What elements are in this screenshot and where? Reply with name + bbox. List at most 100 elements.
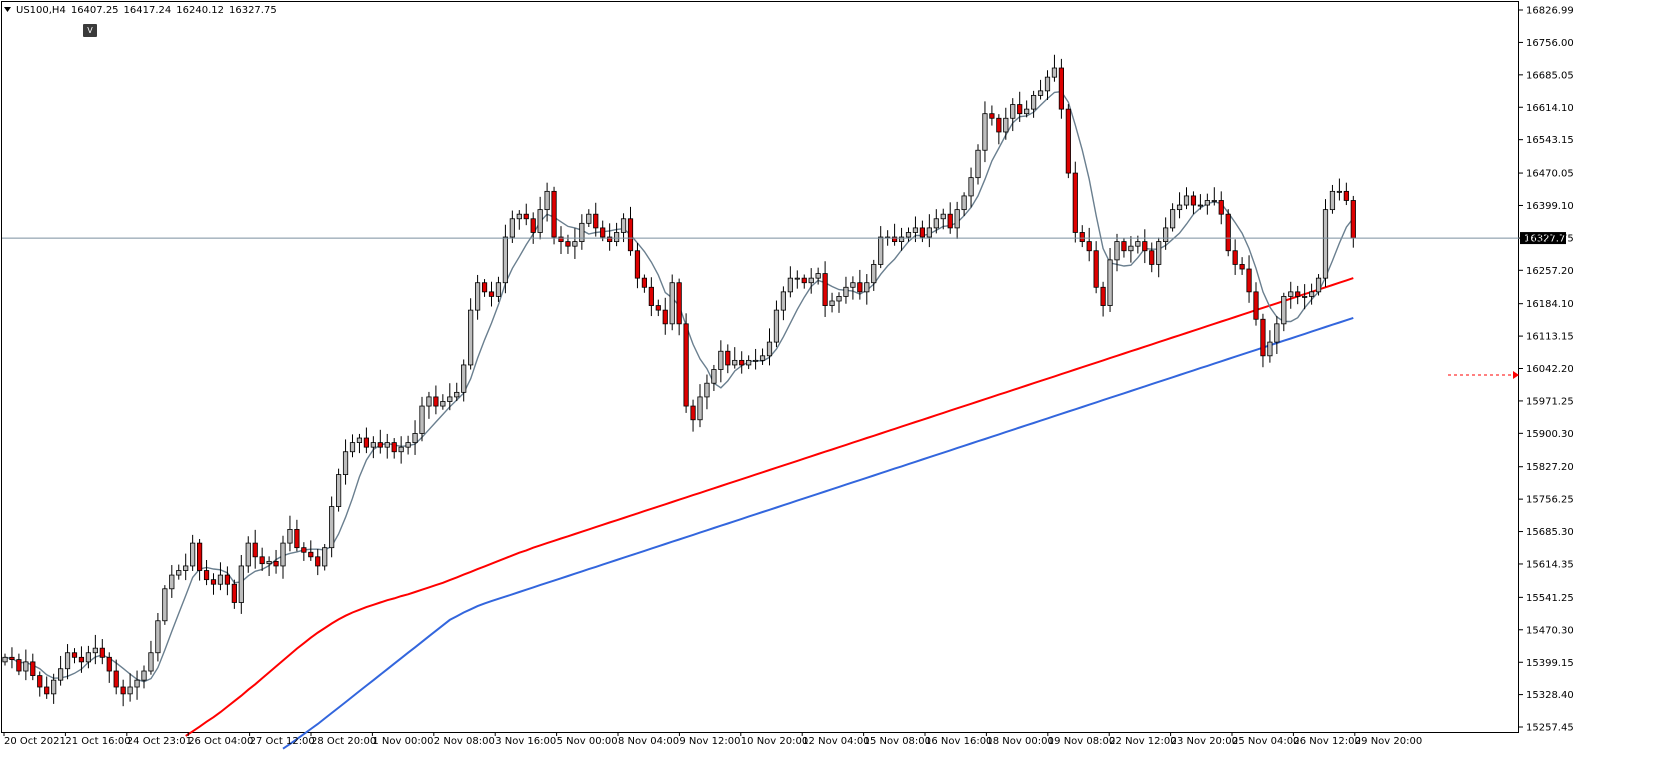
candle-bear [739, 359, 745, 366]
candle-bear [196, 542, 203, 571]
x-tick-label: 20 Oct 2021 [4, 736, 66, 747]
y-tick-label: 15328.40 [1526, 690, 1574, 701]
x-tick-label: 25 Nov 04:00 [1232, 736, 1299, 747]
candle-bull [982, 113, 988, 151]
candle-bull [58, 668, 64, 681]
candle-bull [829, 300, 835, 306]
candle-bull [1302, 296, 1308, 298]
candle-bull [426, 396, 432, 407]
candle-bear [1253, 291, 1259, 320]
candle-bull [905, 232, 912, 238]
candle-bear [71, 652, 78, 658]
candle-bear [655, 305, 661, 311]
v-badge-button[interactable]: V [83, 24, 97, 37]
candle-bull [732, 359, 738, 366]
candle-bull [933, 218, 939, 229]
candle-bear [224, 574, 230, 585]
candle-bear [1121, 241, 1127, 252]
dropdown-triangle-icon[interactable] [4, 7, 11, 12]
x-tick-label: 8 Nov 04:00 [618, 736, 679, 747]
candle-bear [725, 350, 731, 366]
candle-bull [1288, 291, 1294, 297]
candle-bear [488, 291, 495, 297]
candle-bull [1274, 323, 1280, 343]
candle-bull [447, 396, 453, 402]
candle-bull [961, 195, 967, 211]
candle-bull [1107, 259, 1113, 306]
symbol-header: US100,H4 16407.25 16417.24 16240.12 16327.75 [16, 5, 277, 16]
candle-bull [753, 359, 759, 362]
y-tick-label: 15257.45 [1526, 723, 1574, 734]
candle-bear [210, 579, 217, 585]
candle-bear [996, 117, 1002, 133]
candle-bear [634, 250, 641, 279]
candle-bear [1295, 291, 1301, 297]
arrow-head-icon [1513, 371, 1519, 379]
candle-bull [836, 296, 842, 302]
candle-bear [9, 656, 15, 660]
candle-bull [474, 282, 481, 311]
y-tick-label: 16470.05 [1526, 169, 1574, 180]
y-tick-label: 16042.20 [1526, 364, 1574, 375]
candle-bull [1183, 195, 1190, 206]
candle-bull [342, 451, 349, 475]
candle-bull [572, 241, 578, 247]
candle-bull [878, 236, 884, 265]
x-tick-label: 21 Oct 16:00 [65, 736, 130, 747]
candle-bear [593, 213, 599, 229]
candle-bull [384, 442, 390, 448]
candle-bull [51, 679, 57, 695]
candle-bear [523, 213, 529, 220]
candle-bull [746, 359, 752, 366]
candle-bull [1003, 117, 1009, 133]
x-tick-label: 18 Nov 00:00 [986, 736, 1053, 747]
candle-bear [1142, 241, 1148, 252]
candle-bull [141, 670, 147, 681]
candle-bull [843, 286, 849, 297]
candle-bull [1037, 90, 1044, 96]
x-tick-label: 10 Nov 20:00 [741, 736, 808, 747]
fast-ma-line [4, 90, 1354, 683]
candle-bull [1024, 108, 1030, 115]
candle-bull [419, 405, 425, 434]
candle-bull [134, 679, 140, 688]
y-tick-label: 16826.99 [1526, 6, 1574, 17]
candle-bear [78, 656, 85, 663]
ohlc-low: 16240.12 [176, 5, 224, 16]
candle-bull [217, 574, 224, 585]
candle-bull [183, 565, 189, 571]
candle-bull [1281, 296, 1287, 325]
moving-average-line [185, 277, 1354, 737]
candlesticks [2, 54, 1356, 707]
candle-bear [481, 282, 488, 293]
x-tick-label: 15 Nov 08:00 [864, 736, 931, 747]
candle-bear [259, 556, 265, 565]
candle-bull [1135, 241, 1141, 247]
x-tick-label: 2 Nov 08:00 [434, 736, 495, 747]
x-tick-label: 26 Nov 12:00 [1293, 736, 1360, 747]
x-tick-label: 1 Nov 00:00 [372, 736, 433, 747]
candle-bear [99, 647, 105, 658]
x-tick-label: 27 Oct 12:00 [250, 736, 315, 747]
candle-bull [92, 647, 98, 654]
candle-bear [363, 437, 370, 448]
candle-bull [502, 236, 509, 284]
price-axis[interactable]: 16826.99 16756.00 16685.05 16614.10 16543.15… [1519, 6, 1574, 734]
x-tick-label: 5 Nov 00:00 [557, 736, 618, 747]
x-tick-label: 12 Nov 04:00 [802, 736, 869, 747]
candle-bull [1170, 209, 1176, 229]
candle-bear [16, 659, 22, 672]
candle-bull [23, 661, 29, 672]
candle-bull [509, 218, 515, 238]
candle-bear [892, 236, 898, 243]
candle-bear [273, 560, 279, 567]
candle-bear [857, 282, 863, 293]
candle-bear [106, 656, 112, 672]
candle-bear [1072, 172, 1078, 233]
candle-bear [1065, 108, 1071, 174]
candle-bear [1149, 250, 1155, 265]
candle-bull [245, 542, 251, 567]
candle-bull [1267, 341, 1273, 357]
